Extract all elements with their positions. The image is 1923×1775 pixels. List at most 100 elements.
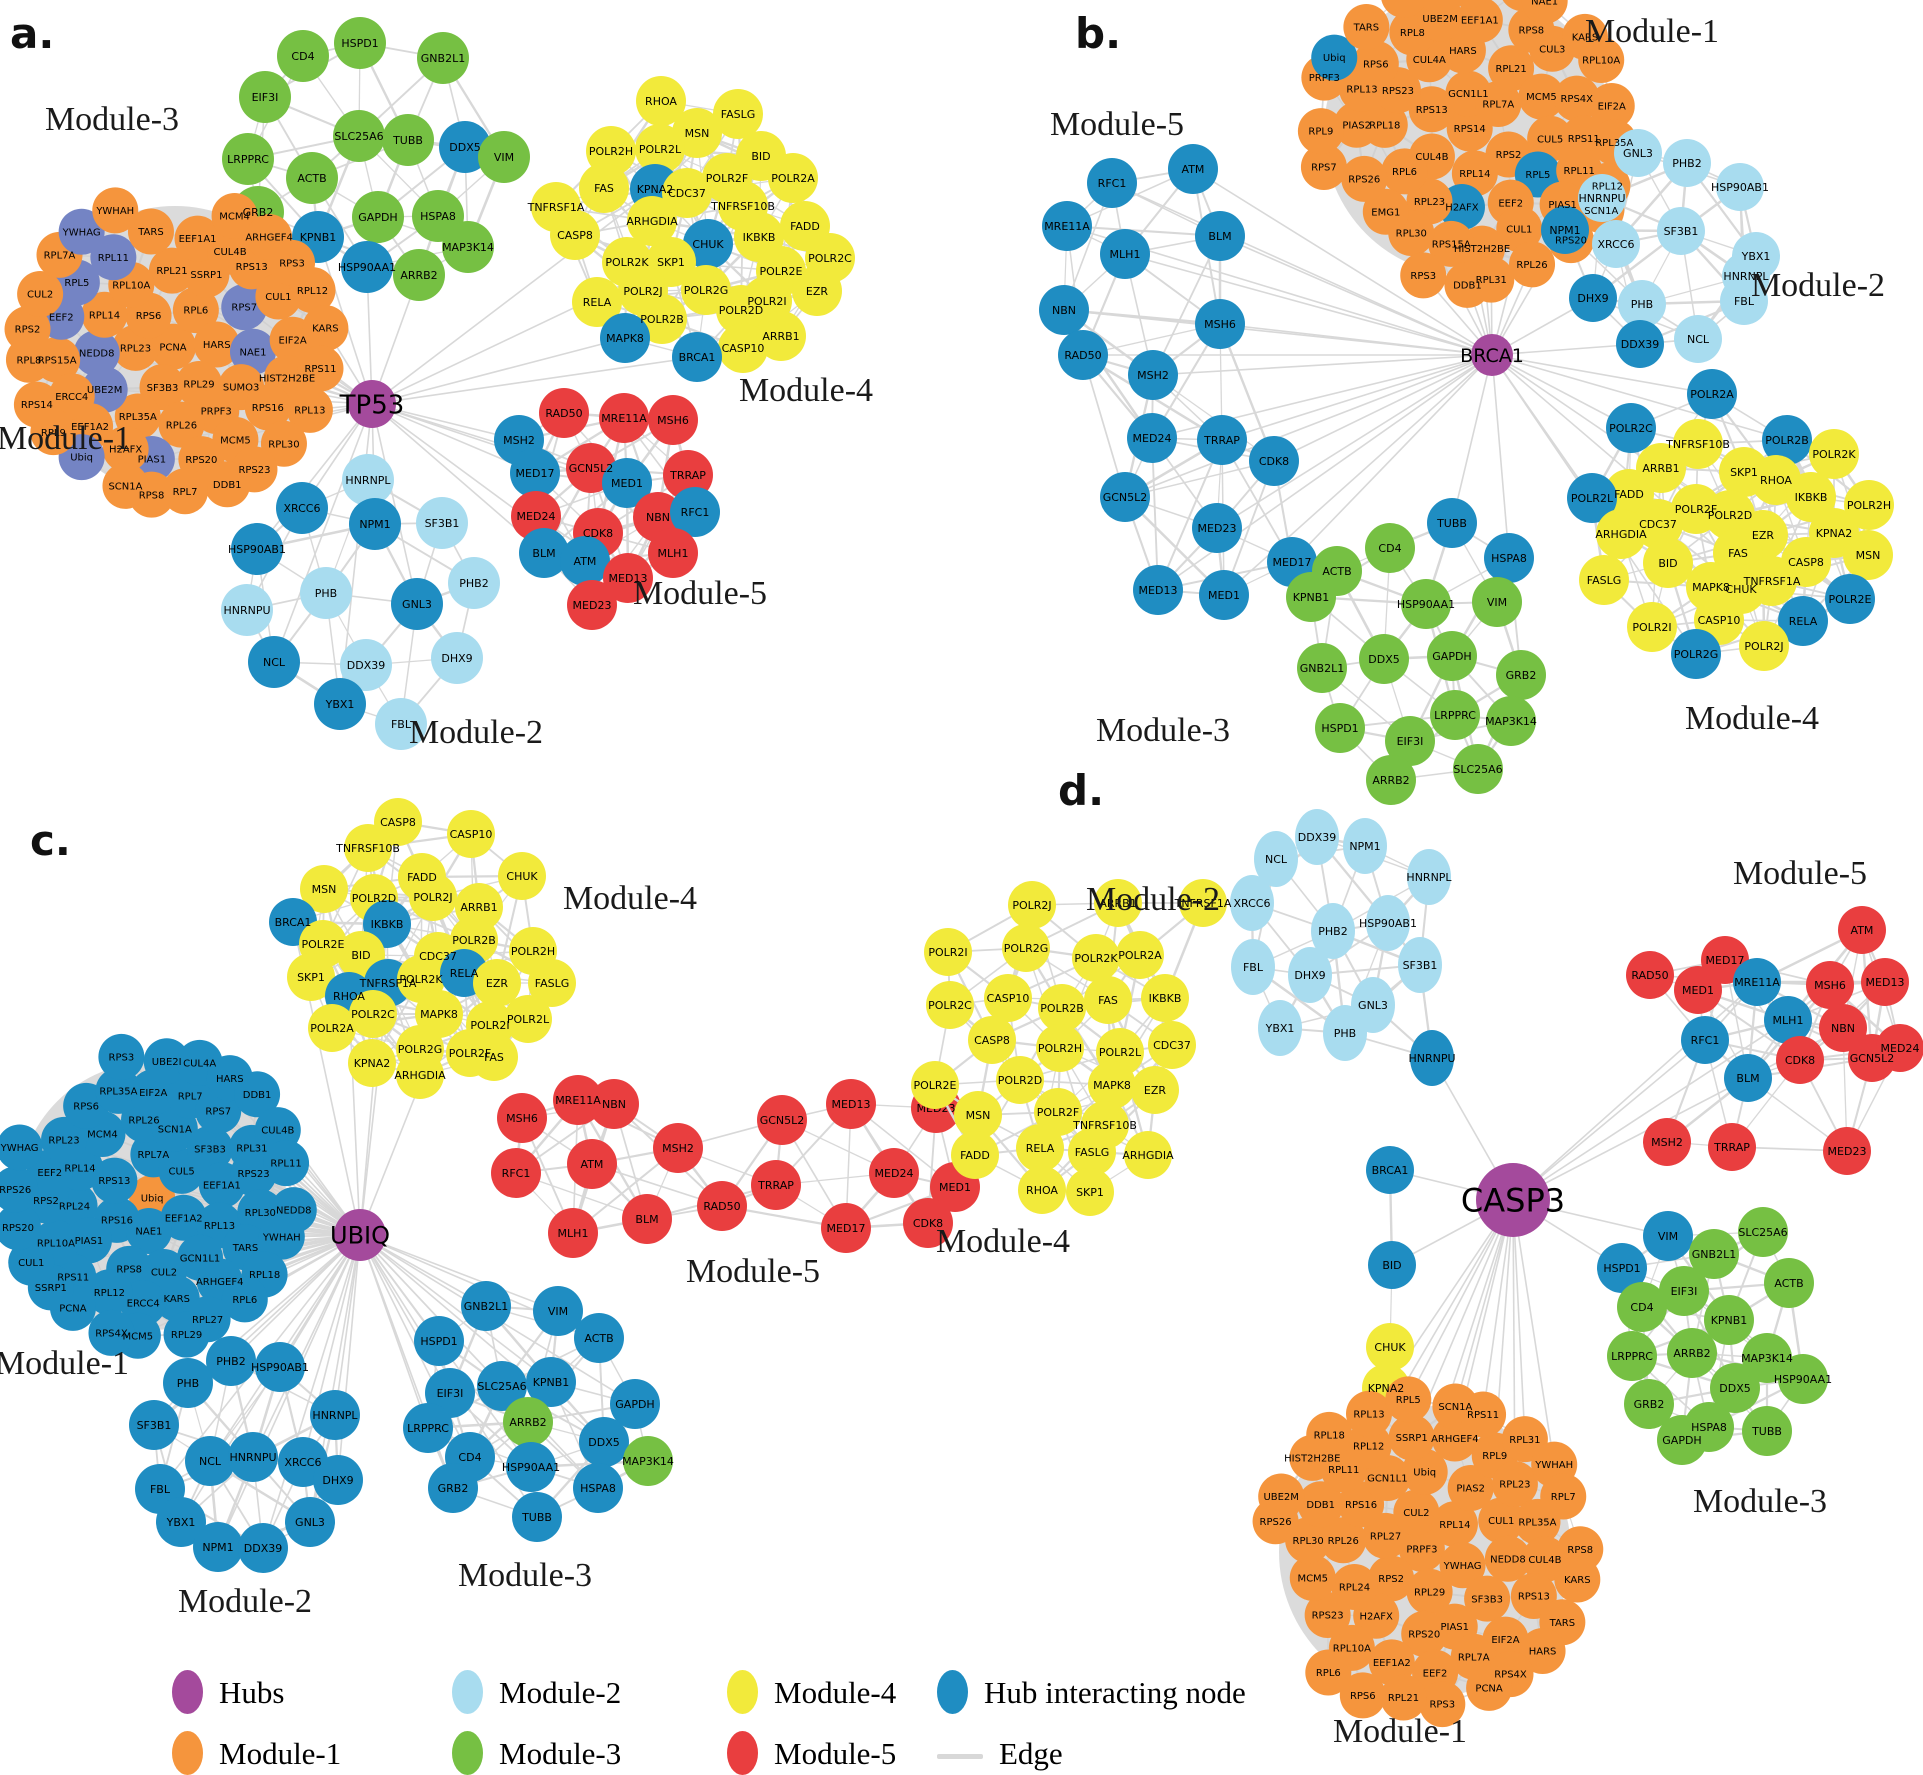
node-label: SCN1A bbox=[108, 481, 142, 492]
node-label: POLR2I bbox=[470, 1019, 509, 1032]
node-label: POLR2F bbox=[1037, 1106, 1079, 1119]
node-RAD50 bbox=[539, 388, 589, 438]
node-label: LRPPRC bbox=[227, 153, 269, 166]
node-label: GNB2L1 bbox=[464, 1300, 508, 1313]
node-label: EIF2A bbox=[1491, 1635, 1519, 1646]
node-label: UBE2M bbox=[87, 385, 123, 396]
node-label: UBE2M bbox=[1263, 1492, 1299, 1503]
node-label: VIM bbox=[1658, 1230, 1678, 1243]
node-EEF1A2 bbox=[160, 1194, 207, 1241]
node-RPL23 bbox=[41, 1116, 88, 1163]
node-RPL21 bbox=[1380, 1674, 1427, 1721]
node-HARS bbox=[193, 321, 240, 368]
node-label: POLR2H bbox=[511, 945, 555, 958]
node-label: DDB1 bbox=[213, 480, 242, 491]
node-label: RELA bbox=[450, 967, 479, 980]
node-label: SCN1A bbox=[1584, 206, 1618, 217]
node-NPM1 bbox=[1343, 818, 1387, 874]
node-ARRB2 bbox=[503, 1397, 553, 1447]
node-POLR2C bbox=[926, 981, 974, 1029]
node-label: RPS6 bbox=[1350, 1691, 1376, 1702]
node-CUL1 bbox=[1496, 206, 1543, 253]
node-label: POLR2I bbox=[1632, 621, 1671, 634]
node-label: FASLG bbox=[721, 108, 755, 121]
node-label: RPL26 bbox=[166, 420, 197, 431]
node-label: MCM5 bbox=[220, 435, 251, 446]
node-label: SKP1 bbox=[1730, 466, 1758, 479]
node-RPL10A bbox=[1578, 36, 1625, 83]
node-CASP8 bbox=[550, 210, 600, 260]
node-label: MSN bbox=[966, 1109, 991, 1122]
node-label: CUL4A bbox=[1413, 55, 1446, 66]
node-label: NPM1 bbox=[202, 1541, 233, 1554]
node-label: YWHAH bbox=[1534, 1460, 1573, 1471]
node-CHUK bbox=[1366, 1323, 1414, 1371]
node-label: BID bbox=[1382, 1259, 1401, 1272]
node-HSPD1 bbox=[414, 1316, 464, 1366]
node-label: CASP10 bbox=[987, 992, 1030, 1005]
node-label: CUL2 bbox=[1403, 1508, 1429, 1519]
node-RPL29 bbox=[1406, 1568, 1453, 1615]
module-title-d: Module-5 bbox=[1733, 855, 1867, 892]
node-label: RPL7A bbox=[1458, 1652, 1490, 1663]
node-YWHAH bbox=[92, 187, 139, 234]
node-label: RPL30 bbox=[1396, 229, 1427, 240]
node-POLR2H bbox=[1036, 1024, 1084, 1072]
node-label: NBN bbox=[602, 1098, 626, 1111]
node-label: GNL3 bbox=[1623, 147, 1653, 160]
node-label: POLR2G bbox=[398, 1043, 443, 1056]
node-label: YBX1 bbox=[1741, 250, 1771, 263]
node-HNRNPL bbox=[1407, 849, 1451, 905]
node-NBN bbox=[589, 1079, 639, 1129]
node-label: TNFRSF1A bbox=[1174, 897, 1232, 910]
node-label: RPL10A bbox=[1333, 1643, 1371, 1654]
node-RPS26 bbox=[1341, 155, 1388, 202]
node-label: RPL6 bbox=[1316, 1668, 1341, 1679]
node-label: MCM4 bbox=[87, 1130, 118, 1141]
node-RPS6 bbox=[1352, 40, 1399, 87]
node-GNL3 bbox=[285, 1497, 335, 1547]
node-RAD50 bbox=[1058, 330, 1108, 380]
node-label: KPNB1 bbox=[1293, 591, 1330, 604]
node-MRE11A bbox=[1733, 958, 1781, 1006]
node-RPL35A bbox=[95, 1067, 142, 1114]
node-label: PHB bbox=[177, 1377, 199, 1390]
node-label: GCN5L2 bbox=[760, 1114, 805, 1127]
node-MLH1 bbox=[1100, 229, 1150, 279]
node-label: MLH1 bbox=[1110, 248, 1141, 261]
node-label: LRPPRC bbox=[407, 1422, 449, 1435]
node-label: SSRP1 bbox=[1396, 1433, 1428, 1444]
node-label: RFC1 bbox=[1098, 177, 1127, 190]
node-MED1 bbox=[1199, 570, 1249, 620]
node-label: HSP90AA1 bbox=[1774, 1373, 1832, 1386]
node-label: VIM bbox=[1487, 596, 1507, 609]
node-label: KPNA2 bbox=[637, 183, 674, 196]
node-label: ACTB bbox=[1322, 565, 1351, 578]
node-label: CDK8 bbox=[583, 527, 613, 540]
node-label: SSRP1 bbox=[35, 1283, 67, 1294]
node-label: FADD bbox=[407, 871, 437, 884]
hub-label: TP53 bbox=[339, 390, 405, 420]
node-POLR2I bbox=[924, 928, 972, 976]
node-label: BLM bbox=[532, 547, 555, 560]
node-label: XRCC6 bbox=[1234, 897, 1271, 910]
node-RPS11 bbox=[1460, 1391, 1507, 1438]
node-label: POLR2A bbox=[1690, 388, 1734, 401]
node-label: CUL2 bbox=[27, 290, 53, 301]
node-label: RFC1 bbox=[1691, 1034, 1720, 1047]
node-label: RPL7 bbox=[173, 487, 198, 498]
node-DDB1 bbox=[234, 1071, 281, 1118]
node-RPL14 bbox=[81, 291, 128, 338]
node-label: HARS bbox=[1529, 1647, 1557, 1658]
node-label: HSPA8 bbox=[1691, 1421, 1727, 1434]
node-label: PRPF3 bbox=[1406, 1544, 1437, 1555]
node-ERCC4 bbox=[1381, 0, 1427, 18]
node-label: TNFRSF10B bbox=[1665, 438, 1730, 451]
node-label: BID bbox=[351, 949, 370, 962]
node-label: POLR2K bbox=[399, 973, 443, 986]
node-label: RPS13 bbox=[1416, 105, 1448, 116]
node-EEF1A1 bbox=[1456, 0, 1503, 43]
node-label: FADD bbox=[960, 1149, 990, 1162]
node-label: CASP8 bbox=[380, 816, 416, 829]
node-label: HSP90AA1 bbox=[338, 261, 396, 274]
